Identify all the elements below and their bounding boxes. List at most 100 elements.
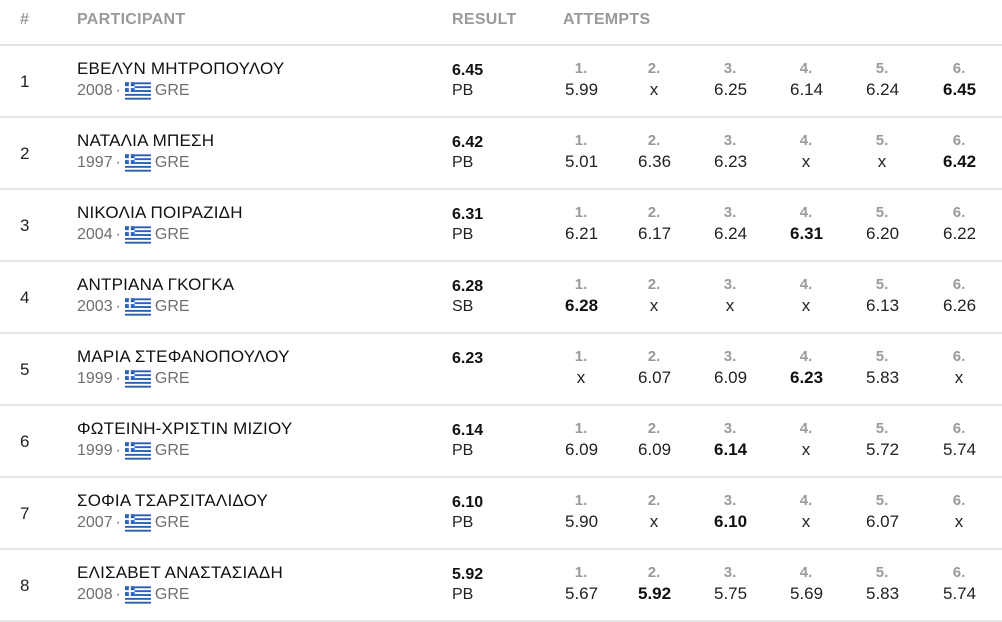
attempt-cell: 3. x [714,276,746,316]
attempt-mark: 6.24 [714,224,748,243]
participant-name[interactable]: ΝΙΚΟΛΙΑ ΠΟΙΡΑΖΙΔΗ [77,203,243,222]
attempt-number: 1. [574,348,588,365]
attempt-mark: 5.67 [565,584,599,603]
result-note: PB [452,586,474,603]
attempt-mark: 5.74 [943,440,977,459]
participant-meta: 1999 · GRE [77,370,190,388]
table-row[interactable]: 6 ΦΩΤΕΙΝΗ-ΧΡΙΣΤΙΝ ΜΙΖΙΟΥ 1999 · GRE 6.14 PB 1. 6… [0,406,1002,478]
attempt-mark: x [801,512,811,531]
attempt-mark: 6.26 [943,296,977,315]
country-code: GRE [154,370,190,387]
table-row[interactable]: 3 ΝΙΚΟΛΙΑ ΠΟΙΡΑΖΙΔΗ 2004 · GRE 6.31 PB 1. 6.21 2.… [0,190,1002,262]
participant-name[interactable]: ΜΑΡΙΑ ΣΤΕΦΑΝΟΠΟΥΛΟΥ [77,347,290,366]
attempt-number: 4. [799,276,813,293]
attempt-mark: x [801,296,811,315]
attempt-number: 2. [647,204,661,221]
attempt-cell: 4. 5.69 [790,564,823,604]
separator: · [115,154,121,171]
attempt-cell: 4. 6.14 [790,60,823,100]
attempt-cell: 6. 6.42 [943,132,977,172]
participant-name[interactable]: ΦΩΤΕΙΝΗ-ΧΡΙΣΤΙΝ ΜΙΖΙΟΥ [77,419,293,438]
attempt-mark: 6.23 [714,152,748,171]
attempt-mark: 6.42 [943,152,977,171]
result-value: 6.42 [452,134,484,151]
attempt-number: 2. [647,492,661,509]
attempt-number: 2. [647,348,661,365]
attempt-cell: 2. 6.07 [638,348,672,388]
attempt-number: 6. [952,276,966,293]
rank: 1 [20,72,30,91]
attempt-cell: 2. 6.09 [638,420,671,460]
birth-year: 1997 [77,154,113,171]
header-result[interactable]: RESULT [452,11,517,28]
table-row[interactable]: 1 ΕΒΕΛΥΝ ΜΗΤΡΟΠΟΥΛΟΥ 2008 · GRE 6.45 PB 1. 5.99 2… [0,46,1002,118]
birth-year: 2004 [77,226,113,243]
attempt-mark: 6.10 [714,512,748,531]
rank: 4 [20,288,30,307]
attempt-cell: 5. 6.07 [866,492,899,532]
participant-name[interactable]: ΑΝΤΡΙΑΝΑ ΓΚΟΓΚΑ [77,275,235,294]
attempt-number: 3. [723,420,737,437]
attempt-cell: 6. x [943,348,975,388]
attempt-number: 1. [574,420,588,437]
attempt-number: 3. [723,348,737,365]
attempt-mark: 6.07 [638,368,672,387]
attempt-cell: 1. 5.99 [565,60,598,100]
table-row[interactable]: 2 ΝΑΤΑΛΙΑ ΜΠΕΣΗ 1997 · GRE 6.42 PB 1. 5.01 2. 6.36… [0,118,1002,190]
attempt-mark: 5.75 [714,584,748,603]
attempt-cell: 3. 6.23 [714,132,748,172]
attempt-cell: 2. 6.17 [638,204,672,244]
attempt-cell: 5. 5.83 [866,564,900,604]
attempt-cell: 1. 6.28 [565,276,598,316]
separator: · [115,370,121,387]
country-code: GRE [154,226,190,243]
attempt-cell: 5. 5.83 [866,348,900,388]
attempt-cell: 3. 6.14 [714,420,748,460]
greek-flag-icon [124,226,151,244]
table-row[interactable]: 5 ΜΑΡΙΑ ΣΤΕΦΑΝΟΠΟΥΛΟΥ 1999 · GRE 6.23 1. x 2. 6.0… [0,334,1002,406]
participant-name[interactable]: ΣΟΦΙΑ ΤΣΑΡΣΙΤΑΛΙΔΟΥ [77,491,268,510]
attempt-cell: 4. 6.31 [790,204,823,244]
birth-year: 2008 [77,586,113,603]
table-row[interactable]: 7 ΣΟΦΙΑ ΤΣΑΡΣΙΤΑΛΙΔΟΥ 2007 · GRE 6.10 PB 1. 5.90… [0,478,1002,550]
greek-flag-icon [124,298,151,316]
header-participant[interactable]: PARTICIPANT [77,11,186,28]
attempt-mark: 6.45 [943,80,977,99]
table-body: 1 ΕΒΕΛΥΝ ΜΗΤΡΟΠΟΥΛΟΥ 2008 · GRE 6.45 PB 1. 5.99 2… [0,46,1002,622]
attempt-number: 5. [875,276,889,293]
attempt-cell: 4. x [790,420,822,460]
participant-meta: 2008 · GRE [77,586,190,604]
participant-meta: 2007 · GRE [77,514,190,532]
greek-flag-icon [124,154,151,172]
participant-name[interactable]: ΝΑΤΑΛΙΑ ΜΠΕΣΗ [77,131,215,150]
attempt-mark: 6.25 [714,80,748,99]
attempt-mark: 5.74 [943,584,977,603]
attempt-cell: 2. 5.92 [638,564,671,604]
result-note: PB [452,442,474,459]
attempt-number: 5. [875,348,889,365]
participant-name[interactable]: ΕΒΕΛΥΝ ΜΗΤΡΟΠΟΥΛΟΥ [77,59,285,78]
attempt-mark: 5.83 [866,368,900,387]
result-note: PB [452,154,474,171]
attempt-mark: 6.17 [638,224,672,243]
participant-name[interactable]: ΕΛΙΣΑΒΕΤ ΑΝΑΣΤΑΣΙΑΔΗ [77,563,283,582]
result-note: PB [452,514,474,531]
attempt-cell: 3. 6.25 [714,60,748,100]
attempt-mark: 6.14 [714,440,748,459]
attempt-number: 5. [875,132,889,149]
attempt-cell: 6. 6.22 [943,204,976,244]
attempt-number: 4. [799,132,813,149]
table-row[interactable]: 4 ΑΝΤΡΙΑΝΑ ΓΚΟΓΚΑ 2003 · GRE 6.28 SB 1. 6.28 2. x 3… [0,262,1002,334]
attempt-mark: x [954,368,964,387]
attempt-number: 6. [952,564,966,581]
attempt-number: 6. [952,132,966,149]
attempt-mark: x [954,512,964,531]
table-row[interactable]: 8 ΕΛΙΣΑΒΕΤ ΑΝΑΣΤΑΣΙΑΔΗ 2008 · GRE 5.92 PB 1. 5.6… [0,550,1002,622]
country-code: GRE [154,514,190,531]
attempt-number: 6. [952,204,966,221]
attempt-mark: 5.83 [866,584,900,603]
attempt-number: 5. [875,564,889,581]
rank: 3 [20,216,30,235]
rank: 7 [20,504,30,523]
attempt-cell: 5. 6.20 [866,204,899,244]
